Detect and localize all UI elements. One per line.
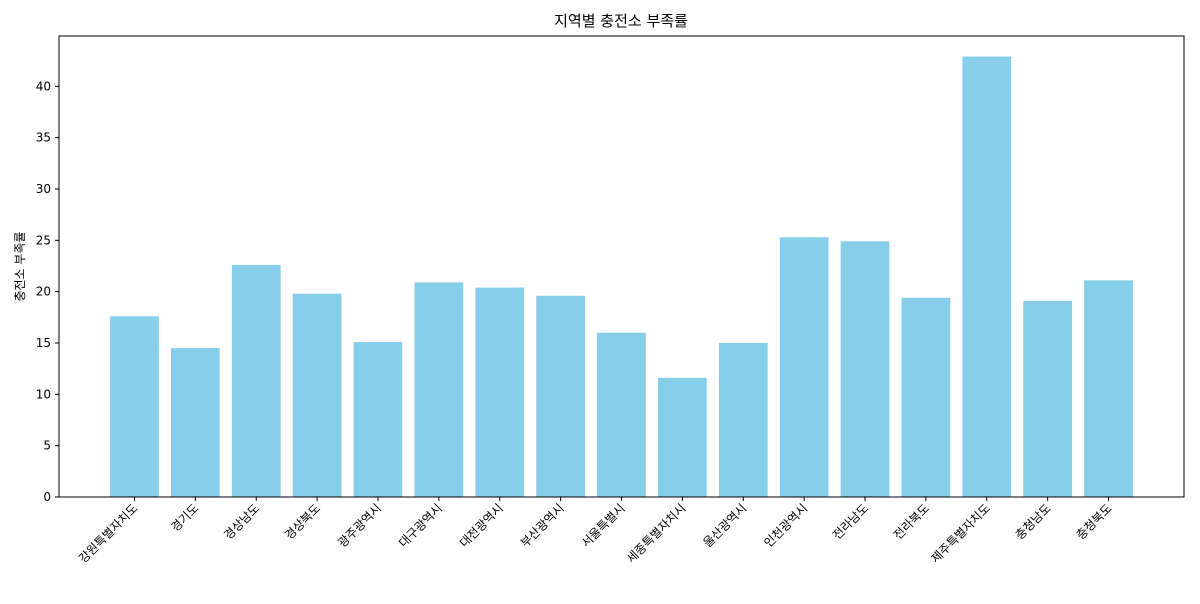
x-tick-label: 경상남도 xyxy=(221,501,262,542)
y-axis-label: 충전소 부족률 xyxy=(13,231,27,301)
bar xyxy=(475,287,525,497)
bar xyxy=(779,237,829,497)
bar xyxy=(1023,300,1072,497)
bar xyxy=(353,341,403,497)
bar xyxy=(171,348,220,497)
x-tick-label: 강원특별자치도 xyxy=(76,501,141,566)
x-tick-label: 인천광역시 xyxy=(761,501,811,551)
y-tick-label: 5 xyxy=(43,439,51,453)
bar xyxy=(536,295,585,497)
y-tick-label: 15 xyxy=(36,336,51,350)
bar xyxy=(901,297,951,497)
plot-frame xyxy=(58,35,1185,498)
y-tick-label: 0 xyxy=(43,490,51,504)
y-tick-label: 40 xyxy=(36,79,51,93)
bar xyxy=(1084,280,1133,497)
bar xyxy=(840,241,890,497)
y-tick-label: 30 xyxy=(36,182,51,196)
y-tick-label: 10 xyxy=(36,387,51,401)
x-tick-label: 경상북도 xyxy=(282,501,323,542)
x-tick-label: 전라남도 xyxy=(830,501,871,542)
x-tick-label: 전라북도 xyxy=(891,501,932,542)
x-tick-label: 충청남도 xyxy=(1013,501,1054,542)
bar xyxy=(292,293,342,497)
bar xyxy=(658,377,707,497)
bar xyxy=(718,342,768,497)
x-tick-label: 제주특별자치도 xyxy=(928,501,993,566)
x-tick-label: 울산광역시 xyxy=(700,501,749,550)
x-axis-ticks: 강원특별자치도 경기도 경상남도 경상북도 광주광역시 대구광역시 대전광역시 부산광역시 서울… xyxy=(76,497,1115,566)
y-tick-label: 25 xyxy=(36,233,51,247)
y-tick-label: 20 xyxy=(36,285,51,299)
bar xyxy=(962,56,1012,498)
x-tick-label: 세종특별자치시 xyxy=(624,501,689,566)
bar xyxy=(231,264,281,497)
chart-title: 지역별 충전소 부족률 xyxy=(554,12,688,30)
bar xyxy=(414,282,464,497)
bars-group xyxy=(110,56,1133,498)
x-tick-label: 대전광역시 xyxy=(457,501,506,550)
x-tick-label: 서울특별시 xyxy=(579,501,628,550)
bar xyxy=(597,332,646,497)
x-tick-label: 충청북도 xyxy=(1074,501,1115,542)
x-tick-label: 부산광역시 xyxy=(518,501,567,550)
y-axis-ticks: 0 5 10 15 20 25 30 35 40 xyxy=(36,79,59,504)
x-tick-label: 대구광역시 xyxy=(396,501,445,550)
y-tick-label: 35 xyxy=(36,131,51,145)
bar xyxy=(110,316,159,497)
x-tick-label: 광주광역시 xyxy=(335,501,384,550)
x-tick-label: 경기도 xyxy=(168,501,201,534)
